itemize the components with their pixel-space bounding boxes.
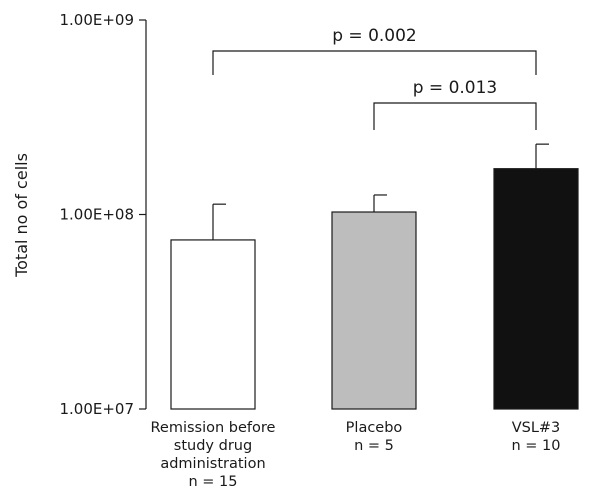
bar xyxy=(493,168,579,410)
y-axis-ticks: 1.00E+09 1.00E+08 1.00E+07 xyxy=(59,11,146,418)
x-category-label-line: n = 5 xyxy=(354,438,394,454)
x-category-label-line: n = 15 xyxy=(188,474,237,490)
y-tick-label: 1.00E+07 xyxy=(59,400,134,418)
significance-bracket xyxy=(212,50,537,75)
y-tick-label: 1.00E+09 xyxy=(59,11,134,29)
x-category-label-line: Placebo xyxy=(346,420,403,436)
x-category-label: Remission before study drug administration… xyxy=(151,420,276,490)
x-category-label: VSL#3 n = 10 xyxy=(511,420,560,454)
x-category-label-line: study drug xyxy=(174,438,252,454)
x-category-label-line: VSL#3 xyxy=(512,420,561,436)
bars xyxy=(170,143,579,410)
bar xyxy=(170,239,256,410)
x-category-label-line: Remission before xyxy=(151,420,276,436)
x-category-label: Placebo n = 5 xyxy=(346,420,403,454)
significance-bracket xyxy=(373,102,537,130)
y-tick-label: 1.00E+08 xyxy=(59,206,134,224)
y-axis-label: Total no of cells xyxy=(12,153,31,278)
p-value-label: p = 0.013 xyxy=(413,78,498,98)
bar xyxy=(331,211,417,410)
x-category-label-line: n = 10 xyxy=(511,438,560,454)
x-category-label-line: administration xyxy=(160,456,265,472)
p-value-label: p = 0.002 xyxy=(332,26,417,46)
significance-brackets: p = 0.002 p = 0.013 xyxy=(212,26,537,130)
x-axis-labels: Remission before study drug administration… xyxy=(151,420,561,490)
